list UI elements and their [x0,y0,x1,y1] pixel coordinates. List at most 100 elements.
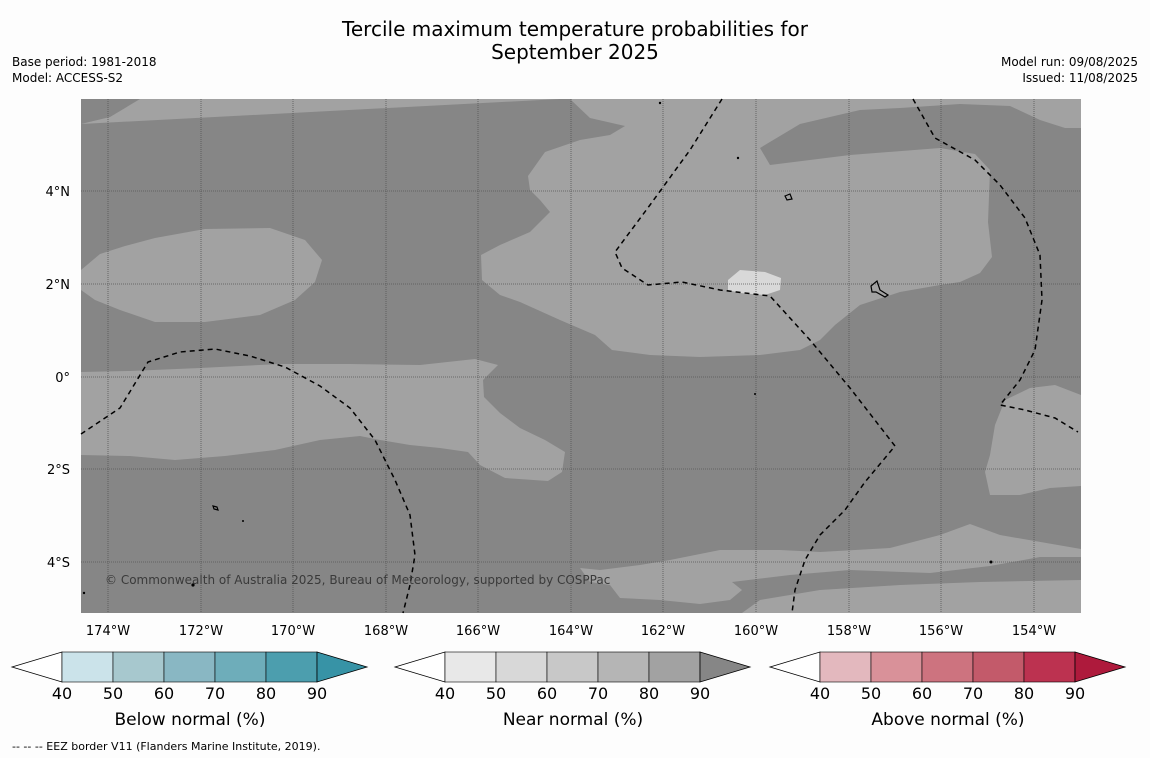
colorbar-tick: 80 [256,684,276,703]
colorbar-label-below: Below normal (%) [114,710,266,730]
colorbar-segment [972,651,1025,683]
meta-right: Model run: 09/08/2025 Issued: 11/08/2025 [1001,54,1138,86]
colorbar-extend-low [393,651,446,683]
meta-left: Base period: 1981-2018 Model: ACCESS-S2 [12,54,157,86]
colorbar-label-above: Above normal (%) [871,710,1025,730]
lon-label: 166°W [456,624,500,639]
island-dot-1 [658,101,662,105]
colorbar-tick: 70 [588,684,608,703]
island-kiritimati [870,279,890,298]
lon-label: 164°W [549,624,593,639]
colorbar-extend-high [1074,651,1127,683]
island-dot-7 [82,591,86,595]
colorbar-segment [546,651,599,683]
near-normal-region-top [81,99,1081,357]
map-panel: © Commonwealth of Australia 2025, Bureau… [80,98,1081,614]
colorbar-tick: 40 [52,684,72,703]
colorbar-segment [1023,651,1076,683]
colorbars: 40 50 60 70 80 90 40 50 60 70 80 90 40 50 60 70 80 90 [10,651,1127,703]
colorbar-tick: 40 [435,684,455,703]
colorbar-segment [648,651,701,683]
colorbar-segment [870,651,923,683]
lon-label: 156°W [919,624,963,639]
colorbar-tick: 80 [1014,684,1034,703]
lat-label: 4°S [47,556,70,571]
base-period: Base period: 1981-2018 [12,55,157,69]
colorbar-segment [921,651,974,683]
island-dot-6 [989,560,993,564]
graticule [81,99,1081,613]
chart-title: Tercile maximum temperature probabilitie… [0,18,1150,64]
colorbar-extend-high [316,651,369,683]
near-normal-region-west-north [81,228,322,322]
island-dot-3 [754,393,756,395]
colorbar-above: 40 50 60 70 80 90 [768,651,1127,703]
near-normal-region-south [580,524,1081,604]
islands [212,193,890,511]
colorbar-segment [214,651,267,683]
colorbar-tick: 50 [861,684,881,703]
lat-label: 2°S [47,463,70,478]
colorbar-tick: 60 [537,684,557,703]
eez-border-central [614,98,896,614]
lon-label: 168°W [364,624,408,639]
lon-label: 174°W [86,624,130,639]
eez-border-west [80,348,416,614]
colorbar-tick: 50 [103,684,123,703]
colorbar-tick: 70 [205,684,225,703]
title-line-2: September 2025 [491,40,659,64]
colorbar-tick: 70 [963,684,983,703]
lat-label: 0° [55,371,70,386]
colorbar-extend-low [10,651,63,683]
colorbar-segment [265,651,318,683]
near-normal-region-east [985,385,1081,495]
eez-borders [80,98,1079,614]
island-dots [82,101,993,595]
lon-label: 158°W [827,624,871,639]
colorbar-tick: 50 [486,684,506,703]
colorbar-label-near: Near normal (%) [502,710,644,730]
colorbar-extend-high [699,651,752,683]
colorbar-segment [819,651,872,683]
title-line-1: Tercile maximum temperature probabilitie… [342,17,808,41]
eez-border-east [912,98,1079,433]
island-dot-5 [191,583,195,587]
eez-footnote: -- -- -- EEZ border V11 (Flanders Marine… [12,740,321,753]
lon-label: 172°W [179,624,223,639]
lon-label: 162°W [641,624,685,639]
island-jarvis [784,193,793,201]
island-baker [212,505,219,511]
colorbar-segment [61,651,114,683]
lat-label: 2°N [46,278,71,293]
colorbar-extend-low [768,651,821,683]
model-name: Model: ACCESS-S2 [12,71,124,85]
colorbar-tick: 60 [154,684,174,703]
near-normal-80-regions [81,99,1081,613]
lat-label: 4°N [46,185,71,200]
island-dot-2 [736,156,740,160]
island-dot-4 [242,520,244,522]
longitude-labels: 174°W 172°W 170°W 168°W 166°W 164°W 162°W 160°W… [86,624,1056,639]
lon-label: 170°W [271,624,315,639]
colorbar-tick: 40 [810,684,830,703]
colorbar-tick: 80 [639,684,659,703]
colorbar-tick: 60 [912,684,932,703]
near-normal-region-equatorial [81,359,565,481]
colorbar-tick: 90 [690,684,710,703]
issued-date: Issued: 11/08/2025 [1022,71,1138,85]
colorbar-tick: 90 [307,684,327,703]
near-normal-region-bottom-right [742,580,1081,613]
colorbar-segment [495,651,548,683]
colorbar-near: 40 50 60 70 80 90 [393,651,752,703]
colorbar-tick: 90 [1065,684,1085,703]
colorbar-below: 40 50 60 70 80 90 [10,651,369,703]
latitude-labels: 4°N 2°N 0° 2°S 4°S [46,185,71,571]
colorbar-segment [444,651,497,683]
colorbar-segment [163,651,216,683]
lon-label: 154°W [1012,624,1056,639]
lon-label: 160°W [734,624,778,639]
model-run: Model run: 09/08/2025 [1000,55,1138,69]
copyright-notice: © Commonwealth of Australia 2025, Bureau… [105,573,610,587]
colorbar-segment [112,651,165,683]
